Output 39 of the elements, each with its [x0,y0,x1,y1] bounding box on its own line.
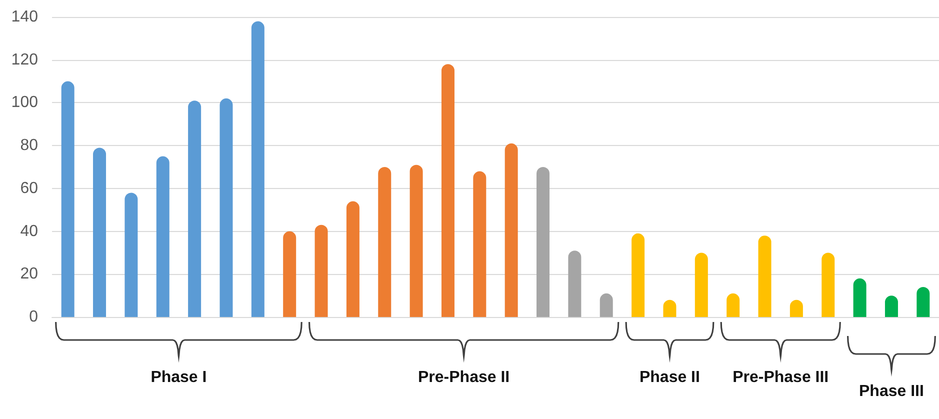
bar [504,143,518,317]
text: Phase III [858,382,925,402]
bar [156,156,170,317]
bar [884,296,898,317]
bar [916,287,930,317]
bar [536,167,550,317]
y-tick-label: 100 [11,94,38,112]
bar [124,192,138,317]
bar [188,100,202,317]
bar [473,171,486,317]
bar [283,231,296,317]
y-tick-label: 60 [20,180,38,197]
bar [853,278,866,317]
y-tick-label: 0 [29,308,38,326]
bar [822,252,835,317]
bar [441,64,454,317]
bar [93,148,106,317]
bar [314,224,328,317]
bar [251,21,264,317]
bar [632,233,645,317]
bar [378,167,392,317]
y-tick-label: 80 [20,137,38,154]
bar [61,81,74,317]
bar [346,201,360,317]
bar [220,98,233,317]
text: Phase II [638,368,701,388]
bar [694,252,708,317]
y-tick-label: 140 [11,8,38,26]
bar [726,293,740,317]
text: Phase I [150,368,208,388]
bar [410,164,423,317]
y-tick-label: 40 [20,222,38,240]
text: Pre-Phase II [417,368,511,388]
text: Pre-Phase III [732,368,830,388]
bar [600,293,613,317]
bar [758,236,772,317]
bar [568,250,582,317]
y-tick-label: 20 [20,266,38,283]
y-tick-label: 120 [11,51,38,68]
